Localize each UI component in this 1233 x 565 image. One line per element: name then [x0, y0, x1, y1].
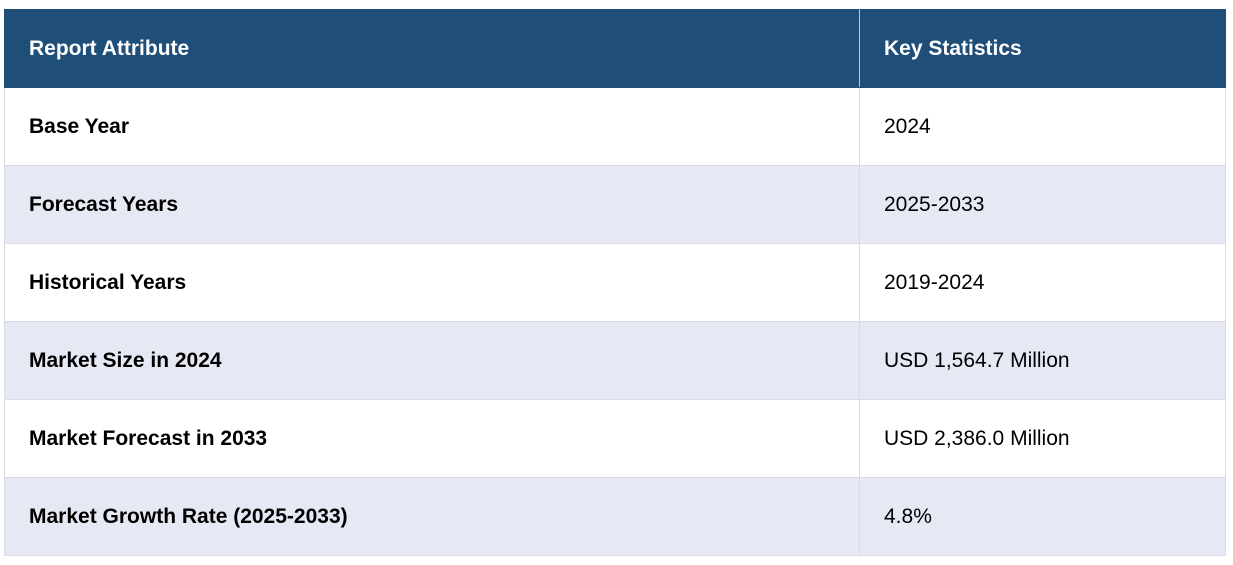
row-value-market-forecast: USD 2,386.0 Million: [859, 399, 1226, 478]
table-row: Base Year 2024: [4, 87, 1226, 166]
row-value-market-size: USD 1,564.7 Million: [859, 321, 1226, 400]
row-attribute-market-forecast: Market Forecast in 2033: [4, 399, 860, 478]
row-value-forecast-years: 2025-2033: [859, 165, 1226, 244]
row-value-base-year: 2024: [859, 87, 1226, 166]
header-report-attribute: Report Attribute: [4, 9, 860, 88]
table-row: Forecast Years 2025-2033: [4, 165, 1226, 244]
row-attribute-base-year: Base Year: [4, 87, 860, 166]
report-statistics-table-container: Report Attribute Key Statistics Base Yea…: [4, 9, 1226, 556]
row-attribute-market-growth-rate: Market Growth Rate (2025-2033): [4, 477, 860, 556]
row-value-historical-years: 2019-2024: [859, 243, 1226, 322]
row-attribute-forecast-years: Forecast Years: [4, 165, 860, 244]
row-attribute-market-size: Market Size in 2024: [4, 321, 860, 400]
table-row: Historical Years 2019-2024: [4, 243, 1226, 322]
table-row: Market Forecast in 2033 USD 2,386.0 Mill…: [4, 399, 1226, 478]
report-statistics-table: Report Attribute Key Statistics Base Yea…: [4, 9, 1226, 556]
row-attribute-historical-years: Historical Years: [4, 243, 860, 322]
table-row: Market Growth Rate (2025-2033) 4.8%: [4, 477, 1226, 556]
table-row: Market Size in 2024 USD 1,564.7 Million: [4, 321, 1226, 400]
row-value-market-growth-rate: 4.8%: [859, 477, 1226, 556]
header-key-statistics: Key Statistics: [859, 9, 1226, 88]
table-header-row: Report Attribute Key Statistics: [4, 9, 1226, 88]
